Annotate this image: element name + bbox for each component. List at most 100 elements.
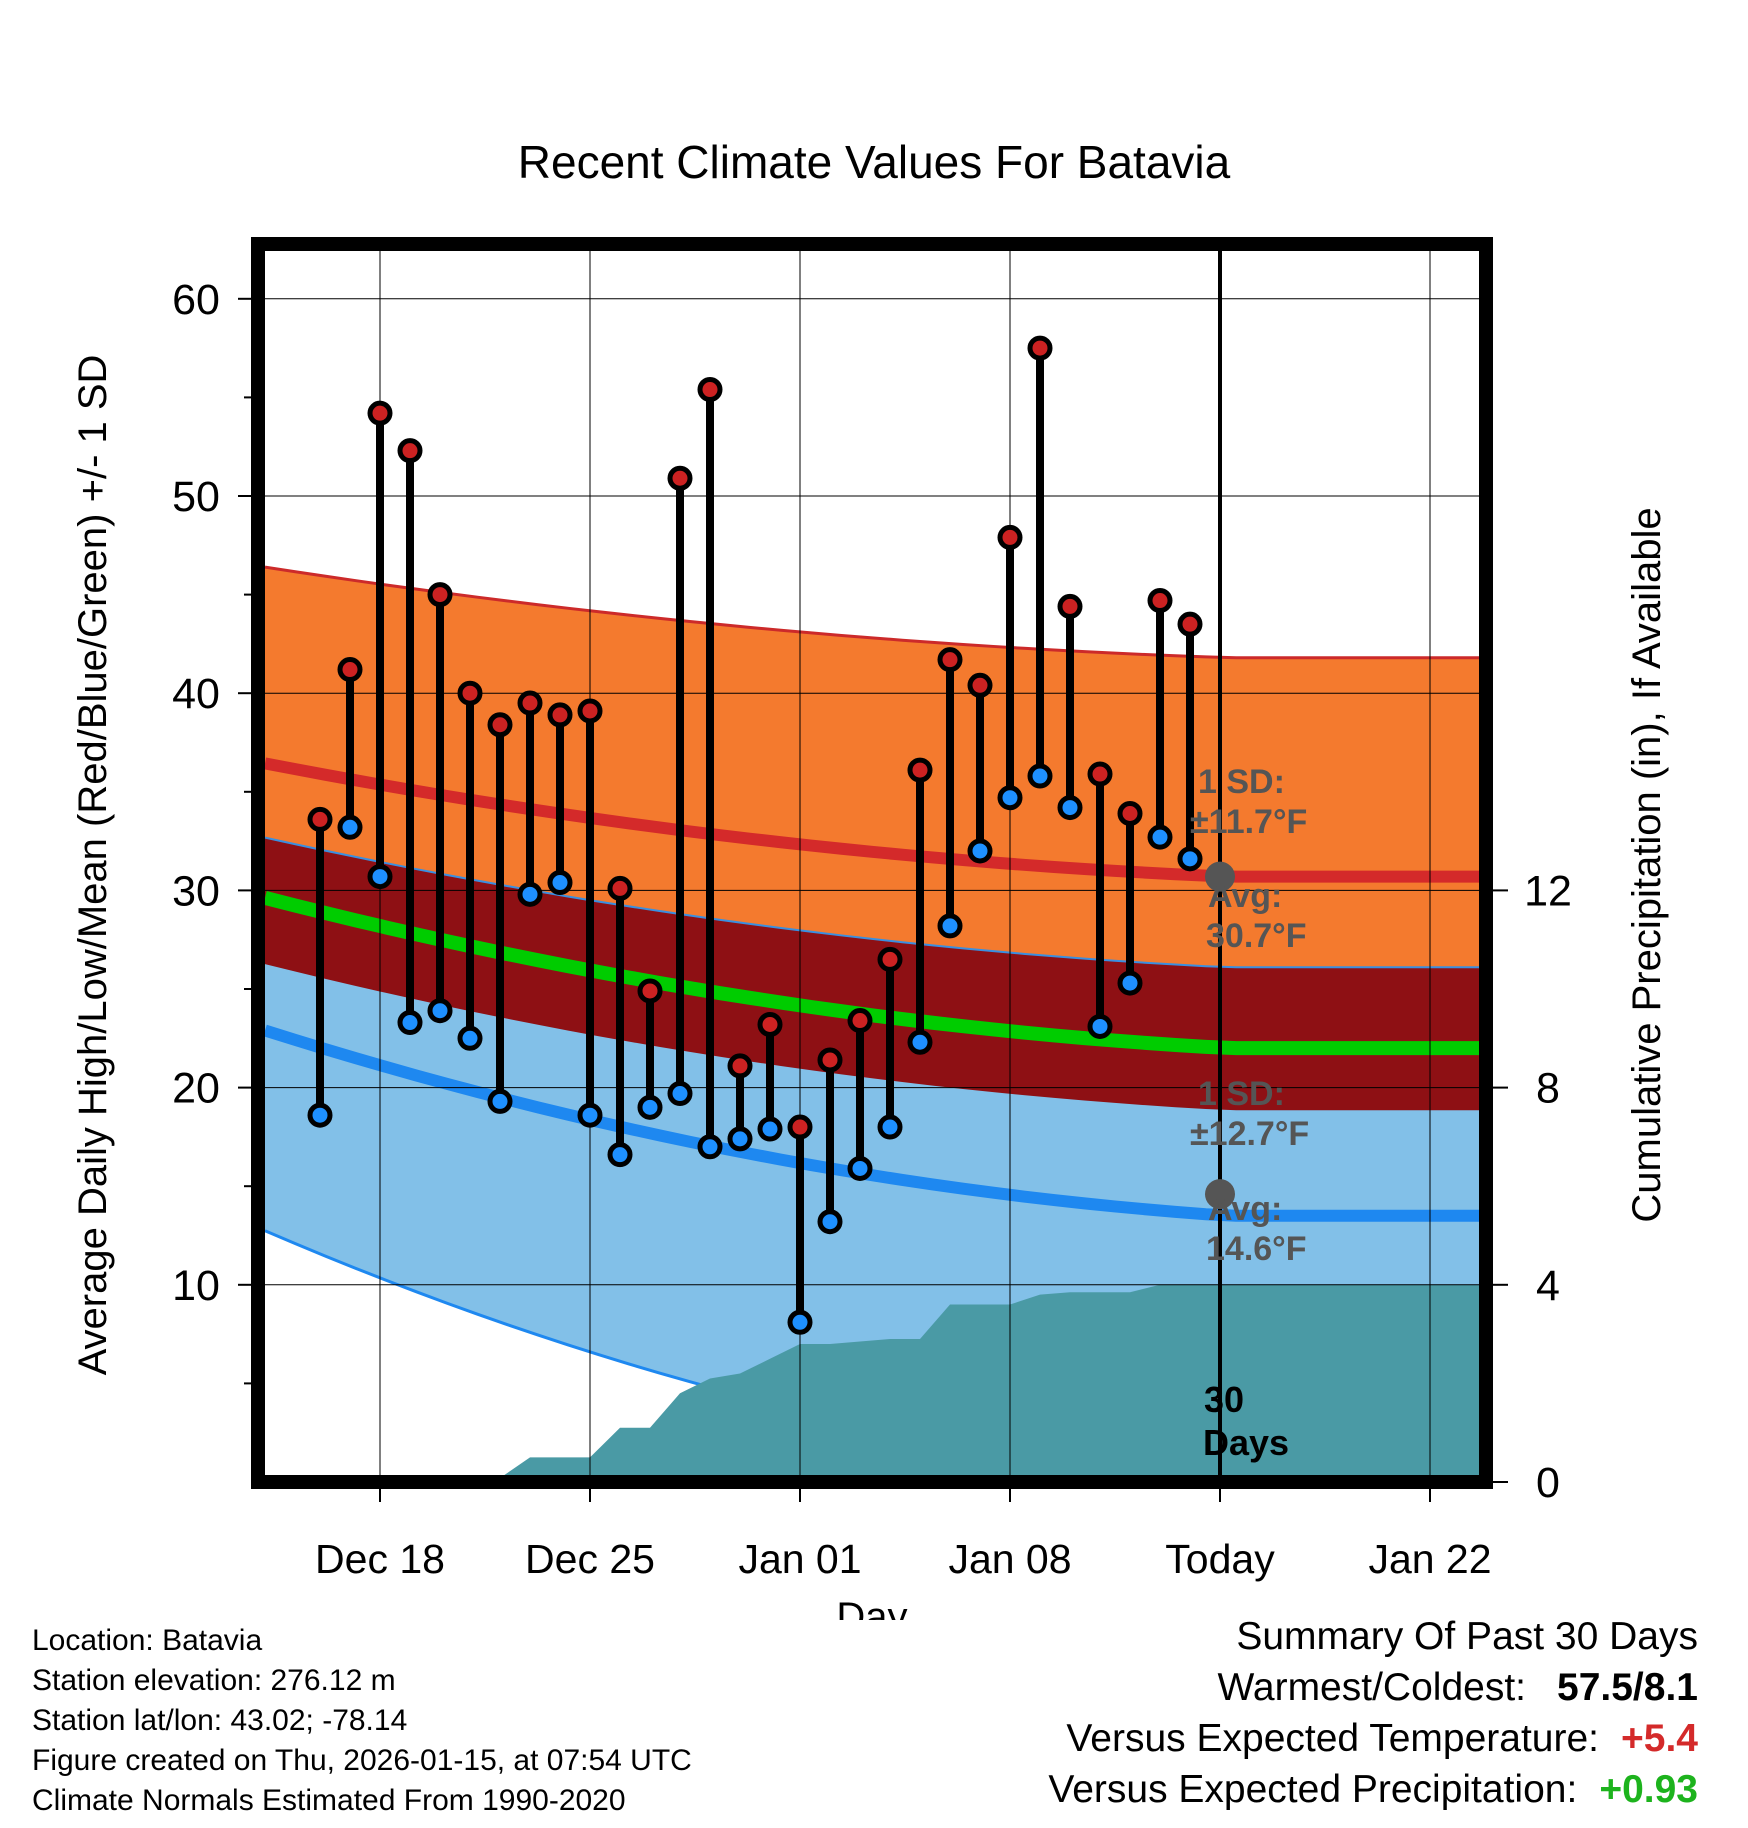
y-tick-label: 50	[172, 473, 220, 521]
daily-high-point	[1087, 761, 1113, 787]
precip-area	[504, 1284, 1479, 1475]
daily-low-point	[397, 1010, 423, 1036]
low-avg-value: 14.6°F	[1206, 1230, 1307, 1268]
elevation-text: Station elevation: 276.12 m	[32, 1664, 396, 1697]
warmest-label: Warmest/Coldest:	[1217, 1666, 1526, 1709]
y2-tick-label: 0	[1536, 1459, 1560, 1507]
daily-low-point	[757, 1116, 783, 1142]
daily-high-point	[577, 698, 603, 724]
daily-low-point	[1087, 1013, 1113, 1039]
daily-high-point	[967, 672, 993, 698]
daily-low-point	[667, 1081, 693, 1107]
daily-high-point	[337, 657, 363, 683]
summary-temp-row: Versus Expected Temperature: +5.4	[1048, 1713, 1698, 1764]
daily-high-point	[1177, 611, 1203, 637]
daily-low-point	[937, 913, 963, 939]
summary-precip-row: Versus Expected Precipitation: +0.93	[1048, 1764, 1698, 1815]
daily-high-point	[697, 377, 723, 403]
low-sd-value: ±12.7°F	[1190, 1115, 1309, 1153]
daily-high-point	[907, 757, 933, 783]
daily-low-point	[517, 881, 543, 907]
daily-high-point	[667, 465, 693, 491]
normal-low-line	[265, 1024, 1479, 1222]
created-text: Figure created on Thu, 2026-01-15, at 07…	[32, 1744, 692, 1777]
high-avg-marker	[1205, 861, 1235, 892]
summary-title: Summary Of Past 30 Days	[1236, 1615, 1698, 1658]
y-tick-label: 20	[172, 1065, 220, 1113]
low-avg-marker	[1205, 1179, 1235, 1210]
daily-low-point	[877, 1114, 903, 1140]
daily-low-point	[487, 1088, 513, 1114]
daily-low-point	[697, 1134, 723, 1160]
high-sd-value: ±11.7°F	[1190, 803, 1307, 841]
y2-tick-label: 12	[1524, 867, 1572, 915]
summary-warmest-row: Warmest/Coldest: 57.5/8.1	[1048, 1662, 1698, 1713]
daily-low-point	[577, 1102, 603, 1128]
daily-high-point	[1117, 800, 1143, 826]
high-sd-band	[265, 567, 1479, 968]
y-tick-label: 10	[172, 1262, 220, 1310]
plot-frame	[251, 237, 1493, 1489]
low-avg-label: Avg:	[1208, 1190, 1282, 1228]
y2-tick-label: 8	[1536, 1065, 1560, 1113]
daily-high-point	[427, 582, 453, 608]
daily-low-point	[1177, 846, 1203, 872]
daily-high-point	[517, 690, 543, 716]
daily-high-point	[487, 712, 513, 738]
y-tick-label: 30	[172, 867, 220, 915]
warmest-value: 57.5/8.1	[1557, 1666, 1698, 1709]
daily-high-point	[1057, 593, 1083, 619]
daily-high-point	[367, 400, 393, 426]
normals-text: Climate Normals Estimated From 1990-2020	[32, 1784, 626, 1817]
daily-low-point	[427, 998, 453, 1024]
station-info: Location: Batavia Station elevation: 276…	[32, 1621, 692, 1821]
daily-high-point	[637, 978, 663, 1004]
daily-low-point	[1147, 824, 1173, 850]
temp-anomaly-label: Versus Expected Temperature:	[1066, 1717, 1599, 1760]
days-count-label: 30	[1204, 1379, 1244, 1420]
days-word-label: Days	[1203, 1422, 1289, 1463]
daily-low-point	[847, 1155, 873, 1181]
latlon-text: Station lat/lon: 43.02; -78.14	[32, 1704, 408, 1737]
daily-low-point	[337, 814, 363, 840]
daily-low-point	[967, 838, 993, 864]
y-axis-label: Average Daily High/Low/Mean (Red/Blue/Gr…	[71, 355, 115, 1376]
y-tick-label: 40	[172, 670, 220, 718]
daily-high-point	[877, 946, 903, 972]
daily-low-point	[367, 864, 393, 890]
daily-low-point	[457, 1025, 483, 1051]
daily-low-point	[817, 1209, 843, 1235]
daily-low-point	[727, 1126, 753, 1152]
daily-low-point	[907, 1029, 933, 1055]
high-upper-edge	[265, 565, 1479, 660]
daily-high-point	[817, 1047, 843, 1073]
daily-low-point	[1027, 763, 1053, 789]
high-sd-label: 1 SD:	[1198, 763, 1285, 801]
x-tick-label: Today	[1165, 1536, 1275, 1582]
x-tick-label: Jan 08	[948, 1536, 1071, 1582]
climate-chart: Recent Climate Values For Batavia 10 20 30…	[71, 136, 1669, 1620]
daily-high-point	[997, 524, 1023, 550]
precip-anomaly-value: +0.93	[1599, 1768, 1698, 1811]
daily-high-point	[397, 438, 423, 464]
summary-panel: Summary Of Past 30 Days Warmest/Coldest:…	[1048, 1611, 1698, 1815]
y2-tick-label: 4	[1536, 1262, 1560, 1310]
daily-high-point	[727, 1053, 753, 1079]
high-avg-value: 30.7°F	[1206, 917, 1307, 955]
low-sd-label: 1 SD:	[1198, 1075, 1285, 1113]
daily-high-point	[787, 1114, 813, 1140]
daily-high-point	[757, 1011, 783, 1037]
daily-high-point	[1147, 588, 1173, 614]
x-axis-label: Day	[836, 1595, 907, 1620]
daily-high-point	[457, 680, 483, 706]
x-tick-label: Jan 22	[1368, 1536, 1491, 1582]
x-tick-label: Jan 01	[738, 1536, 861, 1582]
x-tick-label: Dec 18	[315, 1536, 445, 1582]
precip-anomaly-label: Versus Expected Precipitation:	[1048, 1768, 1578, 1811]
daily-low-point	[1117, 970, 1143, 996]
location-text: Location: Batavia	[32, 1624, 263, 1657]
daily-low-point	[607, 1142, 633, 1168]
y-tick-label: 60	[172, 276, 220, 324]
daily-high-point	[607, 875, 633, 901]
daily-high-point	[847, 1008, 873, 1034]
